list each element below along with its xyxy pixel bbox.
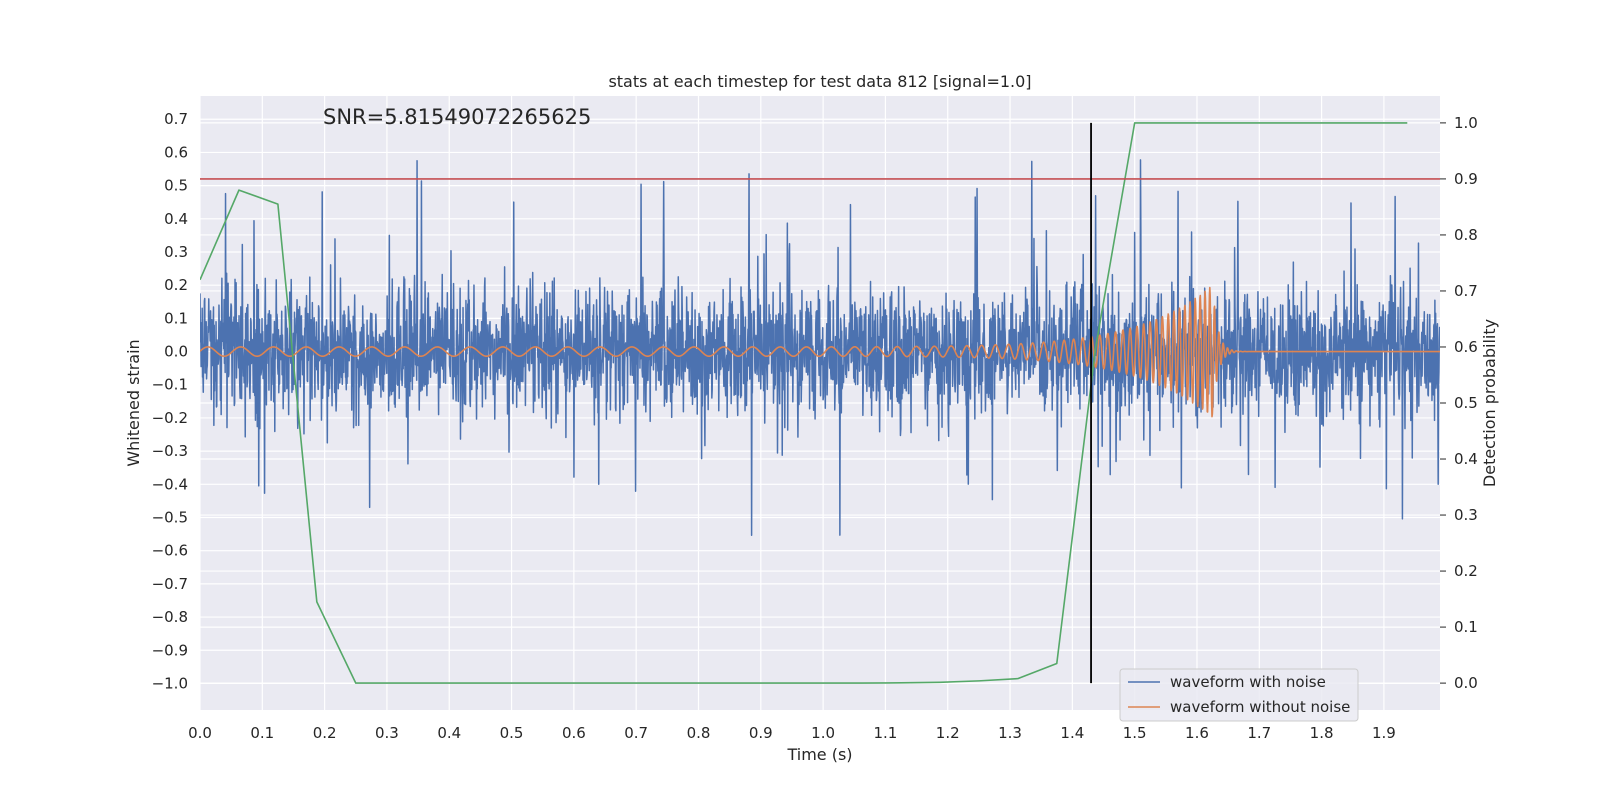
x-tick-label: 1.1: [873, 724, 897, 742]
y-tick-label-left: 0.0: [164, 343, 188, 361]
y-tick-label-left: −0.4: [152, 475, 188, 493]
y-tick-label-left: 0.5: [164, 177, 188, 195]
x-tick-label: 0.1: [250, 724, 274, 742]
y-tick-label-left: −0.7: [152, 575, 188, 593]
y-tick-label-left: −0.8: [152, 608, 188, 626]
snr-annotation: SNR=5.81549072265625: [323, 105, 591, 129]
y-tick-label-left: −0.5: [152, 509, 188, 527]
y-tick-label-left: 0.1: [164, 309, 188, 327]
series-line-1: [200, 286, 1440, 418]
x-tick-label: 0.5: [500, 724, 524, 742]
y-tick-label-left: 0.6: [164, 143, 188, 161]
y-axis-label-left: Whitened strain: [124, 339, 143, 466]
y-tick-label-right: 0.6: [1454, 338, 1478, 356]
x-tick-label: 1.3: [998, 724, 1022, 742]
series-line-0: [200, 159, 1440, 537]
x-tick-label: 0.4: [437, 724, 461, 742]
y-tick-label-right: 0.3: [1454, 506, 1478, 524]
legend: waveform with noise waveform without noi…: [1119, 668, 1359, 722]
legend-label-noise: waveform with noise: [1170, 673, 1326, 691]
y-tick-label-right: 0.5: [1454, 394, 1478, 412]
y-tick-label-left: −0.1: [152, 376, 188, 394]
y-tick-label-right: 0.8: [1454, 226, 1478, 244]
y-tick-label-left: −0.6: [152, 542, 188, 560]
y-tick-label-right: 0.1: [1454, 618, 1478, 636]
x-axis-label: Time (s): [786, 745, 852, 764]
y-tick-label-left: 0.7: [164, 110, 188, 128]
x-tick-label: 1.0: [811, 724, 835, 742]
axes: 0.0 0.1 0.2 0.3 0.4 0.5 0.6 0.7 0.8 0.9 1.0 1.1 1.2 1…: [152, 110, 1478, 742]
x-tick-label: 1.7: [1247, 724, 1271, 742]
y-tick-label-left: −0.3: [152, 442, 188, 460]
x-tick-label: 0.9: [749, 724, 773, 742]
y-tick-label-left: 0.2: [164, 276, 188, 294]
x-tick-label: 1.4: [1060, 724, 1084, 742]
chart-title: stats at each timestep for test data 812…: [608, 72, 1031, 91]
x-tick-label: 1.8: [1310, 724, 1334, 742]
y-tick-label-right: 1.0: [1454, 114, 1478, 132]
x-tick-label: 1.2: [936, 724, 960, 742]
x-tick-label: 1.5: [1123, 724, 1147, 742]
x-tick-label: 0.7: [624, 724, 648, 742]
y-tick-label-right: 0.2: [1454, 562, 1478, 580]
x-tick-label: 0.3: [375, 724, 399, 742]
y-tick-label-right: 0.9: [1454, 170, 1478, 188]
x-tick-label: 0.2: [313, 724, 337, 742]
y-tick-label-right: 0.4: [1454, 450, 1478, 468]
y-axis-label-right: Detection probability: [1480, 319, 1499, 487]
x-tick-label: 0.8: [687, 724, 711, 742]
y-tick-label-left: −1.0: [152, 674, 188, 692]
y-tick-label-left: −0.9: [152, 641, 188, 659]
series-line-2: [200, 122, 1408, 684]
x-tick-label: 1.9: [1372, 724, 1396, 742]
y-tick-label-left: 0.3: [164, 243, 188, 261]
y-tick-label-left: 0.4: [164, 210, 188, 228]
y-tick-label-left: −0.2: [152, 409, 188, 427]
y-tick-label-right: 0.7: [1454, 282, 1478, 300]
y-tick-label-right: 0.0: [1454, 674, 1478, 692]
x-tick-label: 0.6: [562, 724, 586, 742]
legend-label-clean: waveform without noise: [1170, 698, 1350, 716]
x-tick-label: 0.0: [188, 724, 212, 742]
legend-frame: [1119, 668, 1359, 722]
x-tick-label: 1.6: [1185, 724, 1209, 742]
